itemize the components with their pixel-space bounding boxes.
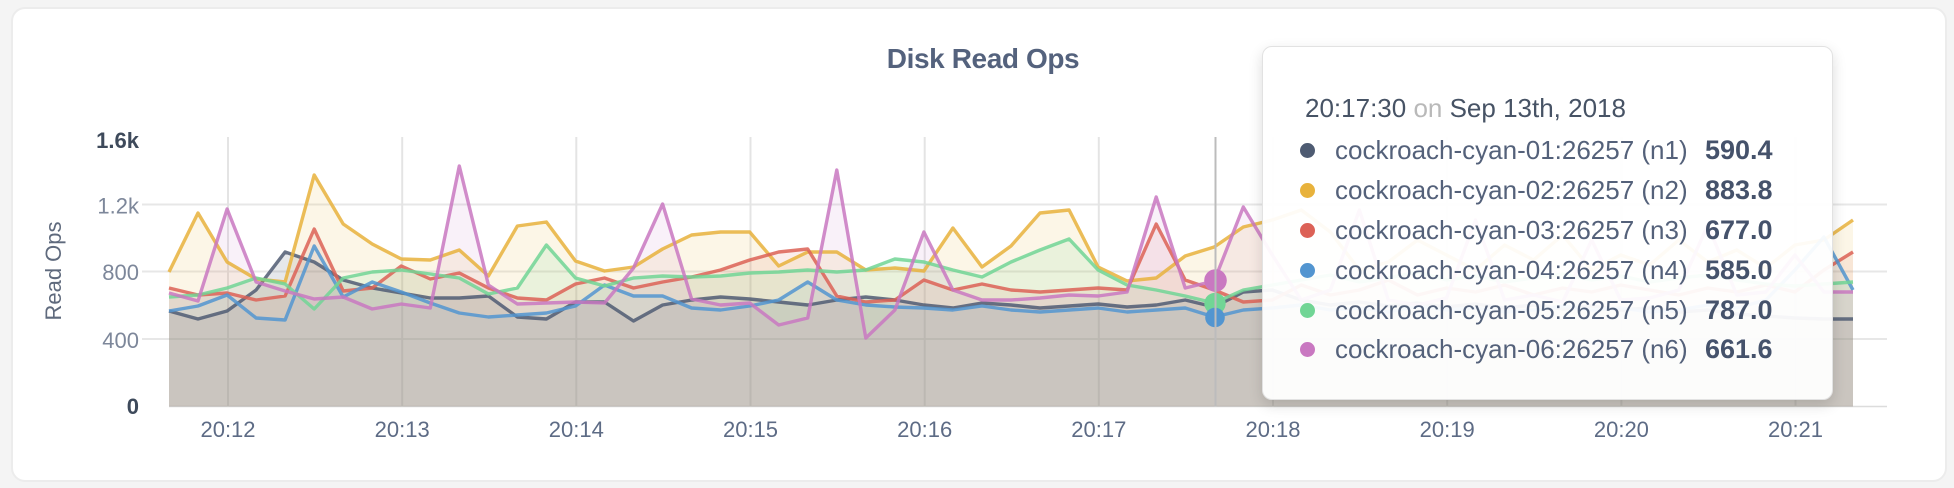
svg-text:20:21: 20:21 — [1768, 417, 1823, 442]
svg-text:20:12: 20:12 — [200, 417, 255, 442]
svg-text:800: 800 — [102, 260, 139, 285]
svg-text:1.2k: 1.2k — [97, 194, 140, 219]
svg-text:20:15: 20:15 — [723, 417, 778, 442]
svg-text:20:16: 20:16 — [897, 417, 952, 442]
svg-text:20:19: 20:19 — [1420, 417, 1475, 442]
svg-text:20:20: 20:20 — [1594, 417, 1649, 442]
svg-text:Read Ops: Read Ops — [41, 221, 66, 320]
svg-text:20:18: 20:18 — [1245, 417, 1300, 442]
svg-text:20:17: 20:17 — [1071, 417, 1126, 442]
svg-text:0: 0 — [127, 394, 139, 419]
svg-text:400: 400 — [102, 328, 139, 353]
svg-text:20:14: 20:14 — [549, 417, 604, 442]
svg-text:1.6k: 1.6k — [96, 128, 140, 153]
svg-text:20:13: 20:13 — [375, 417, 430, 442]
